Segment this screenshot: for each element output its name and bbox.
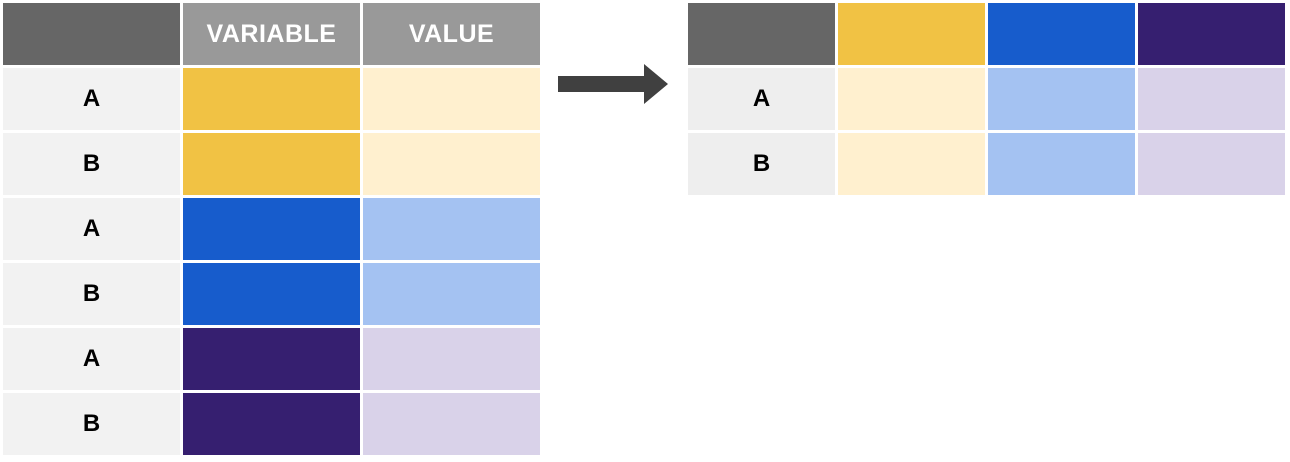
header-id-cell <box>3 3 180 65</box>
value-cell <box>363 393 540 455</box>
wide-value-cell <box>1138 133 1285 195</box>
wide-row-id-cell: B <box>688 133 835 195</box>
wide-header-cell <box>988 3 1135 65</box>
value-cell <box>363 133 540 195</box>
row-id-cell: A <box>3 68 180 130</box>
value-cell <box>363 68 540 130</box>
right-arrow-icon <box>558 64 668 104</box>
wide-value-cell <box>988 68 1135 130</box>
value-cell <box>363 263 540 325</box>
variable-cell <box>183 263 360 325</box>
wide-value-cell <box>838 133 985 195</box>
row-id-cell-text: A <box>82 345 101 372</box>
wide-value-cell <box>838 68 985 130</box>
header-value-text: VALUE <box>408 19 495 48</box>
variable-cell <box>183 393 360 455</box>
row-id-cell-text: A <box>82 215 101 242</box>
variable-cell <box>183 68 360 130</box>
wide-header-cell <box>838 3 985 65</box>
row-id-cell: B <box>3 133 180 195</box>
row-id-cell: A <box>3 328 180 390</box>
header-value: VALUE <box>363 3 540 65</box>
wide-header-cell <box>688 3 835 65</box>
header-variable: VARIABLE <box>183 3 360 65</box>
variable-cell <box>183 198 360 260</box>
variable-cell <box>183 133 360 195</box>
header-variable-text: VARIABLE <box>206 19 337 48</box>
wide-row-id-cell-text: B <box>752 150 771 177</box>
row-id-cell: B <box>3 263 180 325</box>
wide-row-id-cell: A <box>688 68 835 130</box>
row-id-cell-text: B <box>82 280 101 307</box>
row-id-cell: A <box>3 198 180 260</box>
wide-row-id-cell-text: A <box>752 85 771 112</box>
variable-cell <box>183 328 360 390</box>
value-cell <box>363 198 540 260</box>
row-id-cell-text: A <box>82 85 101 112</box>
row-id-cell-text: B <box>82 150 101 177</box>
row-id-cell: B <box>3 393 180 455</box>
wide-value-cell <box>988 133 1135 195</box>
wide-value-cell <box>1138 68 1285 130</box>
wide-header-cell <box>1138 3 1285 65</box>
value-cell <box>363 328 540 390</box>
row-id-cell-text: B <box>82 410 101 437</box>
